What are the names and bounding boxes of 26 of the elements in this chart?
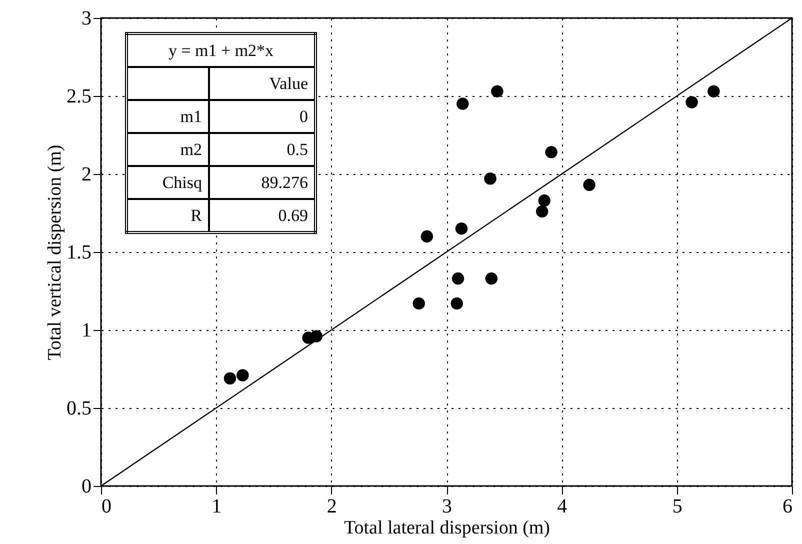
x-tick-label: 6 [782, 496, 792, 518]
y-tick-label: 0 [82, 476, 92, 498]
annotation: Value [209, 67, 316, 100]
annotation: y = m1 + m2*x [126, 34, 316, 67]
y-tick-label: 1 [82, 320, 92, 342]
annotation: 0.5 [209, 133, 316, 166]
x-tick-label: 4 [557, 496, 568, 518]
annotation: 0 [209, 100, 316, 133]
x-tick-label: 2 [326, 496, 337, 518]
annotation: R [126, 199, 209, 232]
annotation: Chisq [126, 166, 209, 199]
y-tick-label: 1.5 [66, 242, 92, 264]
y-axis-title: Total vertical dispersion (m) [44, 144, 66, 360]
annotation: 0.69 [209, 199, 316, 232]
y-tick-label: 2 [82, 164, 92, 186]
y-tick-label: 3 [82, 8, 92, 30]
x-tick-label: 0 [102, 496, 112, 518]
annotation: 89.276 [209, 166, 316, 199]
x-tick-label: 1 [212, 496, 222, 518]
y-tick-label: 0.5 [66, 398, 92, 420]
annotation: m1 [126, 100, 209, 133]
x-tick-label: 3 [442, 496, 452, 518]
y-tick-label: 2.5 [66, 86, 92, 108]
x-axis-title: Total lateral dispersion (m) [344, 518, 550, 538]
x-tick-label: 5 [672, 496, 682, 518]
annotation: m2 [126, 133, 209, 166]
